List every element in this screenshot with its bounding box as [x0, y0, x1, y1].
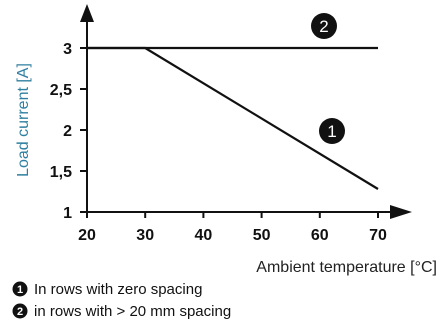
series-markers: 21: [311, 13, 345, 144]
series-line-1: [87, 46, 379, 190]
x-tick-label: 70: [369, 227, 387, 244]
legend-entry-text: in rows with > 20 mm spacing: [34, 303, 231, 320]
x-tick-label: 50: [253, 227, 271, 244]
series-marker-label: 1: [327, 122, 336, 141]
y-tick-label: 3: [63, 41, 72, 58]
legend-marker-label: 2: [17, 306, 23, 318]
legend-marker-1: [12, 281, 28, 297]
y-axis-title: Load current [A]: [15, 63, 32, 177]
x-axis-title: Ambient temperature [°C]: [256, 259, 437, 276]
x-tick-label: 40: [195, 227, 213, 244]
series-marker-1: [319, 118, 345, 144]
series-layer: [87, 46, 379, 190]
series-marker-label: 2: [319, 17, 328, 36]
y-tick-label: 2,5: [50, 82, 72, 99]
legend-entry-text: In rows with zero spacing: [34, 281, 202, 298]
legend-marker-label: 1: [17, 284, 23, 296]
series-marker-2: [311, 13, 337, 39]
x-axis-arrow: [390, 205, 412, 219]
axes: [80, 4, 412, 219]
y-axis-arrow: [80, 4, 94, 22]
ticks: 20 30 40 50 60 70 1 1,5 2 2,5 3: [50, 41, 387, 244]
x-tick-label: 60: [311, 227, 329, 244]
x-tick-label: 30: [136, 227, 154, 244]
legend-marker-2: [12, 303, 28, 319]
y-tick-label: 1,5: [50, 164, 72, 181]
y-tick-label: 2: [63, 123, 72, 140]
y-tick-label: 1: [63, 205, 72, 222]
legend: 1 In rows with zero spacing 2 in rows with …: [12, 281, 231, 320]
x-tick-label: 20: [78, 227, 96, 244]
